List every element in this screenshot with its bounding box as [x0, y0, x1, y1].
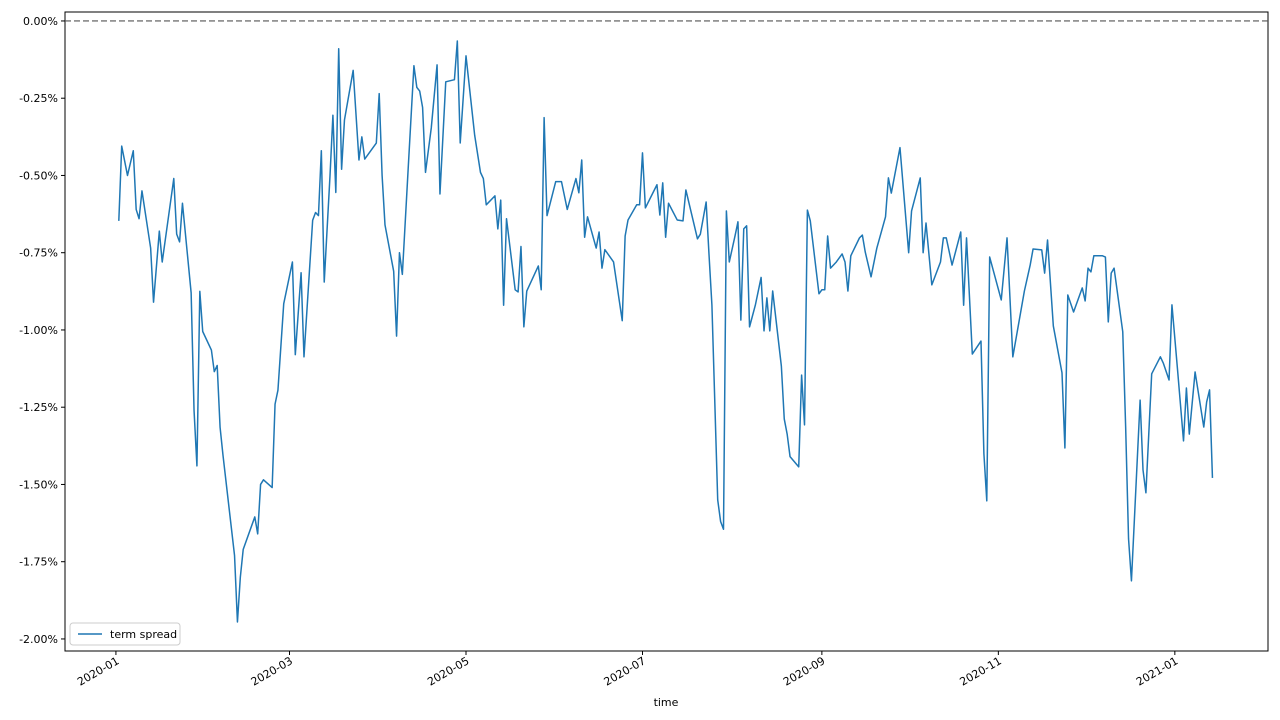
series-line	[118, 40, 1214, 623]
y-tick-label: -1.75%	[19, 556, 58, 569]
legend-label: term spread	[110, 628, 177, 641]
y-tick-label: 0.00%	[23, 15, 58, 28]
x-tick-label: 2021-01	[1134, 654, 1180, 688]
x-tick-label: 2020-01	[75, 654, 121, 688]
y-tick-label: -2.00%	[19, 633, 58, 646]
x-tick-label: 2020-09	[781, 654, 827, 688]
y-tick-label: -0.50%	[19, 169, 58, 182]
y-tick-label: -0.75%	[19, 247, 58, 260]
x-tick-label: 2020-11	[958, 654, 1004, 688]
plot-area	[64, 11, 1269, 652]
y-tick-label: -1.00%	[19, 324, 58, 337]
y-tick-label: -0.25%	[19, 92, 58, 105]
legend-box	[69, 622, 181, 646]
x-tick-label: 2020-07	[602, 654, 648, 688]
y-tick-label: -1.50%	[19, 478, 58, 491]
x-tick-label: 2020-05	[425, 654, 471, 688]
y-tick-label: -1.25%	[19, 401, 58, 414]
x-tick-label: 2020-03	[249, 654, 295, 688]
x-axis-label: time	[654, 696, 679, 709]
